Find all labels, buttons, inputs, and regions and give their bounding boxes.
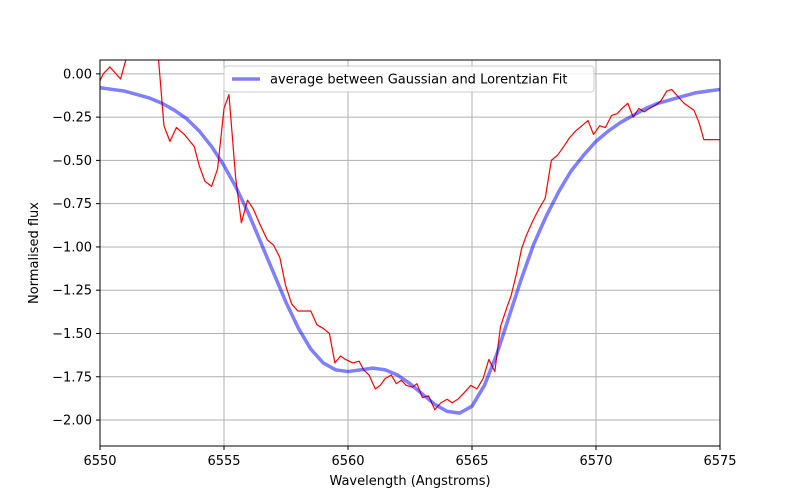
- fit-curve-line: [100, 85, 720, 415]
- y-tick-label: −0.25: [52, 111, 92, 126]
- grid: [99, 60, 721, 446]
- y-tick-label: −1.00: [52, 240, 92, 255]
- observed-flux-line: [100, 60, 720, 411]
- x-axis-label: Wavelength (Angstroms): [329, 474, 490, 489]
- legend: average between Gaussian and Lorentzian …: [223, 65, 595, 93]
- y-tick-label: −2.00: [52, 414, 92, 429]
- x-tick-label: 6555: [207, 454, 240, 469]
- y-tick-label: −0.50: [52, 154, 92, 169]
- y-tick-label: 0.00: [63, 67, 92, 82]
- y-axis-label: Normalised flux: [27, 202, 42, 304]
- x-axis-ticks: 6550 6555 6560 6565 6570 6575: [83, 446, 737, 469]
- y-tick-label: −1.25: [52, 284, 92, 299]
- series-group: [100, 60, 720, 415]
- x-tick-label: 6560: [331, 454, 364, 469]
- x-tick-label: 6565: [455, 454, 488, 469]
- y-tick-label: −0.75: [52, 197, 92, 212]
- y-tick-label: −1.50: [52, 327, 92, 342]
- x-tick-label: 6575: [703, 454, 736, 469]
- plot-frame: [99, 59, 721, 447]
- y-axis-ticks: 0.00 −0.25 −0.50 −0.75 −1.00 −1.25 −1.50 −1.75 −…: [52, 67, 100, 429]
- legend-label-fit: average between Gaussian and Lorentzian …: [270, 73, 567, 88]
- y-tick-label: −1.75: [52, 370, 92, 385]
- x-tick-label: 6570: [579, 454, 612, 469]
- x-tick-label: 6550: [83, 454, 116, 469]
- legend-box: [223, 65, 595, 93]
